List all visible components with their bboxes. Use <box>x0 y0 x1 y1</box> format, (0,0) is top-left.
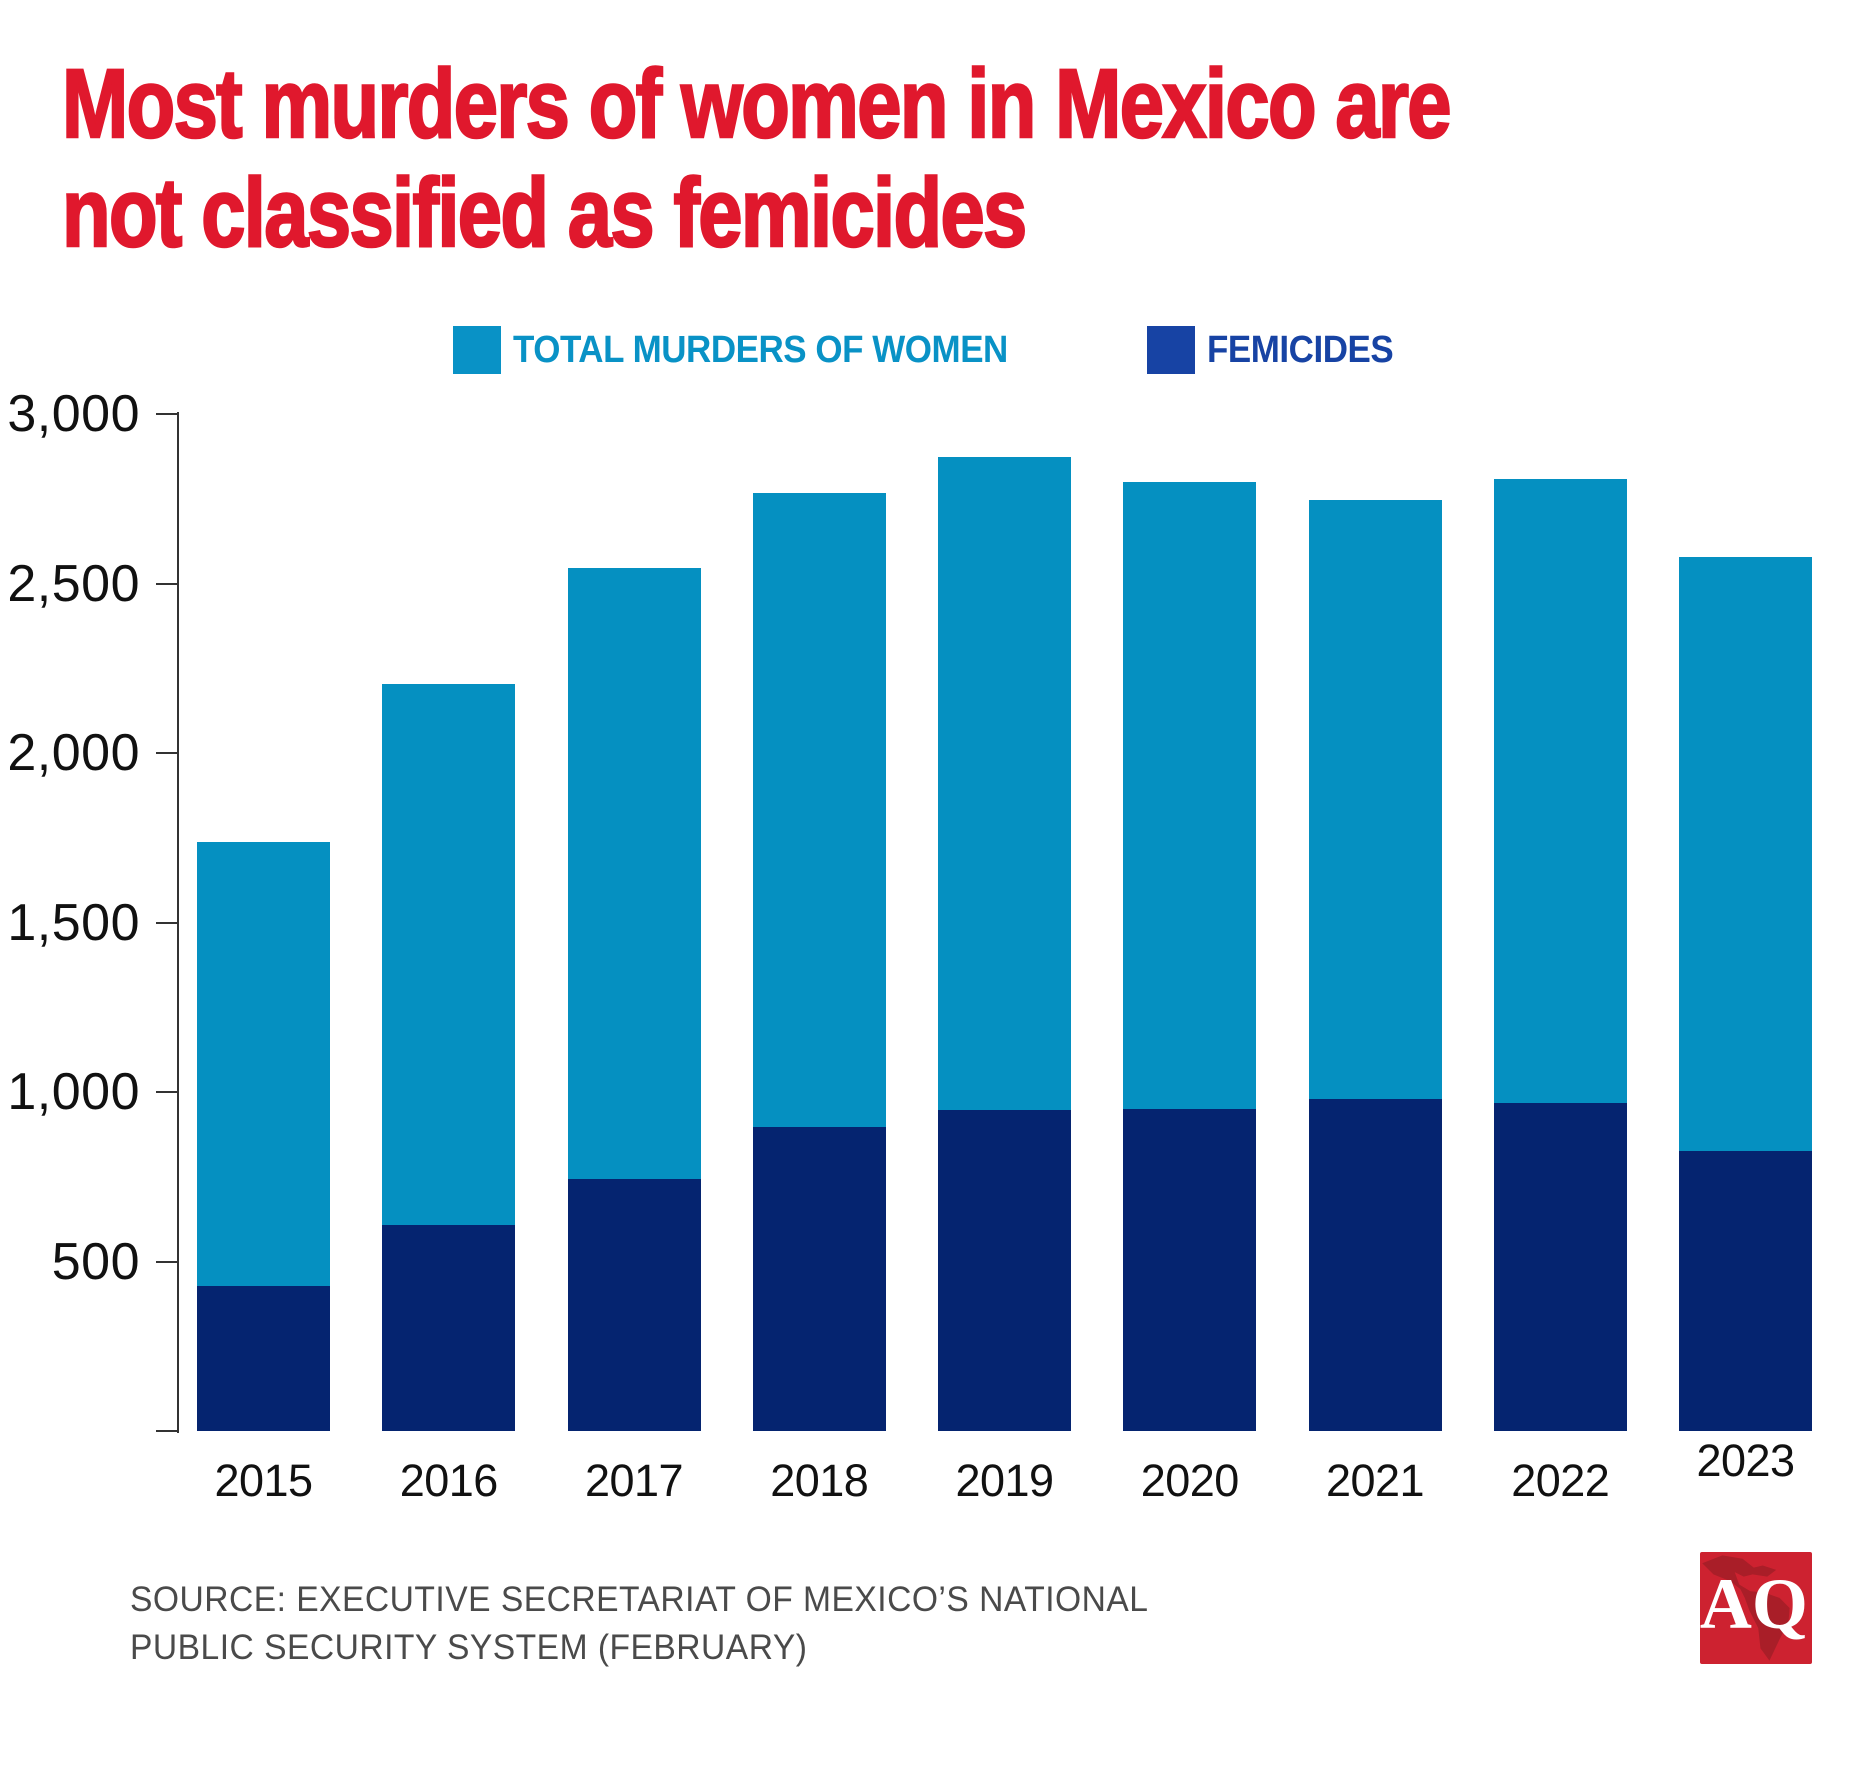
bar-column-2020: 2020 <box>1123 414 1257 1506</box>
source-line-2: PUBLIC SECURITY SYSTEM (FEBRUARY) <box>130 1628 808 1667</box>
source-line-1: SOURCE: EXECUTIVE SECRETARIAT OF MEXICO’… <box>130 1580 1149 1619</box>
legend: TOTAL MURDERS OF WOMEN FEMICIDES <box>0 326 1863 374</box>
bar-column-2022: 2022 <box>1493 414 1627 1506</box>
y-tick-label-2000: 2,000 <box>7 724 140 782</box>
legend-item-total-murders-of-women: TOTAL MURDERS OF WOMEN <box>453 326 1051 374</box>
plot-area: 3,000 2,500 2,000 1,500 1,000 500 2015 2016 201… <box>0 387 1863 1506</box>
chart-title: Most murders of women in Mexico are not … <box>61 48 1453 268</box>
legend-label-femicides: FEMICIDES <box>1207 328 1394 371</box>
y-tick-3000 <box>156 413 177 415</box>
bar-2019-femicides <box>938 1109 1071 1431</box>
aq-logo-text: AQ <box>1700 1564 1808 1645</box>
y-tick-0 <box>156 1430 177 1432</box>
x-label-2021: 2021 <box>1325 1455 1425 1506</box>
x-label-2019: 2019 <box>955 1455 1054 1506</box>
latin-america-map-icon <box>1702 1555 1790 1661</box>
legend-label-total-murders-of-women: TOTAL MURDERS OF WOMEN <box>513 328 1009 371</box>
bars-container: 2015 2016 2017 2018 2019 2020 2021 2022 2023 <box>197 414 1812 1506</box>
source-note: SOURCE: EXECUTIVE SECRETARIAT OF MEXICO’… <box>130 1576 1148 1672</box>
y-tick-1000 <box>156 1091 177 1093</box>
x-label-2015: 2015 <box>214 1455 313 1506</box>
bar-2023-femicides <box>1679 1150 1812 1431</box>
x-label-2016: 2016 <box>399 1455 499 1506</box>
bar-2016-femicides <box>382 1225 516 1431</box>
legend-swatch-femicides <box>1147 326 1196 374</box>
y-axis-line <box>177 412 179 1433</box>
x-label-2023: 2023 <box>1696 1435 1795 1486</box>
legend-swatch-total-murders-of-women <box>453 326 502 374</box>
y-tick-label-1500: 1,500 <box>7 893 140 952</box>
y-tick-label-3000: 3,000 <box>7 385 140 443</box>
x-label-2018: 2018 <box>770 1455 869 1506</box>
y-tick-2000 <box>156 752 177 754</box>
y-tick-500 <box>156 1260 177 1263</box>
y-tick-label-2500: 2,500 <box>7 554 140 613</box>
y-tick-label-1000: 1,000 <box>7 1063 140 1121</box>
bar-column-2016: 2016 <box>382 414 516 1506</box>
x-label-2017: 2017 <box>584 1455 684 1506</box>
aq-logo: AQ <box>1700 1552 1812 1664</box>
bar-2021-femicides <box>1308 1098 1442 1431</box>
x-label-2020: 2020 <box>1140 1455 1240 1506</box>
y-tick-1500 <box>156 921 177 924</box>
bar-column-2019: 2019 <box>938 414 1071 1506</box>
legend-item-femicides: FEMICIDES <box>1147 326 1409 374</box>
chart-title-line-2: not classified as femicides <box>61 157 1028 268</box>
bar-2022-femicides <box>1493 1102 1627 1431</box>
y-tick-label-500: 500 <box>51 1232 140 1291</box>
bar-column-2017: 2017 <box>567 414 701 1506</box>
bar-column-2018: 2018 <box>752 414 886 1506</box>
bar-2020-femicides <box>1123 1109 1257 1431</box>
bar-2017-femicides <box>567 1179 701 1431</box>
bar-column-2021: 2021 <box>1308 414 1442 1506</box>
bar-2015-femicides <box>197 1286 330 1431</box>
bar-column-2023: 2023 <box>1679 414 1812 1486</box>
bar-2018-femicides <box>752 1126 886 1431</box>
chart-title-line-1: Most murders of women in Mexico are <box>61 48 1453 159</box>
x-label-2022: 2022 <box>1511 1455 1610 1506</box>
bar-column-2015: 2015 <box>197 414 330 1506</box>
y-tick-2500 <box>156 582 177 585</box>
